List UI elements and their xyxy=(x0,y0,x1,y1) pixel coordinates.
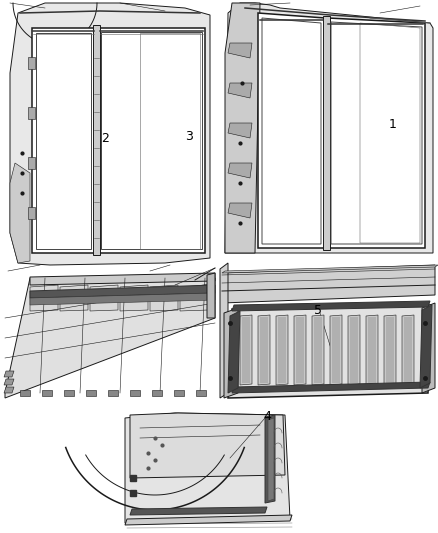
Text: 5: 5 xyxy=(314,304,322,318)
Polygon shape xyxy=(220,263,228,398)
Polygon shape xyxy=(30,285,58,311)
Polygon shape xyxy=(260,317,268,383)
Polygon shape xyxy=(296,317,304,383)
Polygon shape xyxy=(232,382,430,393)
Polygon shape xyxy=(28,157,35,169)
Polygon shape xyxy=(323,16,330,250)
Polygon shape xyxy=(384,315,396,385)
Polygon shape xyxy=(130,390,140,396)
Polygon shape xyxy=(368,317,376,383)
Polygon shape xyxy=(86,390,96,396)
Polygon shape xyxy=(232,301,430,311)
Polygon shape xyxy=(28,57,35,69)
Polygon shape xyxy=(222,265,435,303)
Polygon shape xyxy=(276,315,288,385)
Polygon shape xyxy=(30,285,215,298)
Polygon shape xyxy=(90,285,118,311)
Polygon shape xyxy=(30,293,215,305)
Polygon shape xyxy=(180,285,208,311)
Polygon shape xyxy=(348,315,360,385)
Polygon shape xyxy=(10,163,30,263)
Polygon shape xyxy=(332,317,340,383)
Polygon shape xyxy=(196,390,206,396)
Polygon shape xyxy=(130,413,285,478)
Polygon shape xyxy=(420,305,432,388)
Polygon shape xyxy=(222,265,438,273)
Polygon shape xyxy=(93,25,100,255)
Polygon shape xyxy=(28,107,35,119)
Polygon shape xyxy=(60,285,88,311)
Polygon shape xyxy=(330,315,342,385)
Polygon shape xyxy=(366,315,378,385)
Polygon shape xyxy=(265,415,275,503)
Polygon shape xyxy=(228,123,252,138)
Polygon shape xyxy=(152,390,162,396)
Polygon shape xyxy=(120,285,148,311)
Polygon shape xyxy=(228,83,252,98)
Polygon shape xyxy=(350,317,358,383)
Polygon shape xyxy=(258,315,270,385)
Polygon shape xyxy=(422,303,435,393)
Polygon shape xyxy=(258,13,325,248)
Polygon shape xyxy=(278,317,286,383)
Polygon shape xyxy=(228,305,432,398)
Polygon shape xyxy=(402,315,414,385)
Text: 4: 4 xyxy=(263,409,271,423)
Polygon shape xyxy=(20,390,30,396)
Polygon shape xyxy=(240,315,252,385)
Polygon shape xyxy=(125,515,292,525)
Text: 2: 2 xyxy=(101,132,109,144)
Polygon shape xyxy=(64,390,74,396)
Polygon shape xyxy=(268,418,274,501)
Polygon shape xyxy=(4,387,14,393)
Polygon shape xyxy=(224,308,238,398)
Polygon shape xyxy=(386,317,394,383)
Polygon shape xyxy=(32,28,95,253)
Polygon shape xyxy=(4,371,14,377)
Polygon shape xyxy=(228,203,252,218)
Polygon shape xyxy=(4,379,14,385)
Polygon shape xyxy=(42,390,52,396)
Polygon shape xyxy=(314,317,322,383)
Polygon shape xyxy=(225,3,433,253)
Polygon shape xyxy=(98,28,205,253)
Polygon shape xyxy=(28,207,35,219)
Polygon shape xyxy=(404,317,412,383)
Polygon shape xyxy=(150,285,178,311)
Text: 3: 3 xyxy=(185,131,193,143)
Polygon shape xyxy=(294,315,306,385)
Polygon shape xyxy=(130,507,267,515)
Polygon shape xyxy=(228,43,252,58)
Polygon shape xyxy=(312,315,324,385)
Polygon shape xyxy=(108,390,118,396)
Text: 1: 1 xyxy=(389,118,397,132)
Polygon shape xyxy=(10,3,210,265)
Polygon shape xyxy=(5,278,215,398)
Polygon shape xyxy=(225,3,260,253)
Polygon shape xyxy=(125,413,290,523)
Polygon shape xyxy=(207,273,215,318)
Polygon shape xyxy=(228,163,252,178)
Polygon shape xyxy=(328,18,425,248)
Polygon shape xyxy=(242,317,250,383)
Polygon shape xyxy=(228,311,240,393)
Polygon shape xyxy=(30,273,215,285)
Polygon shape xyxy=(174,390,184,396)
